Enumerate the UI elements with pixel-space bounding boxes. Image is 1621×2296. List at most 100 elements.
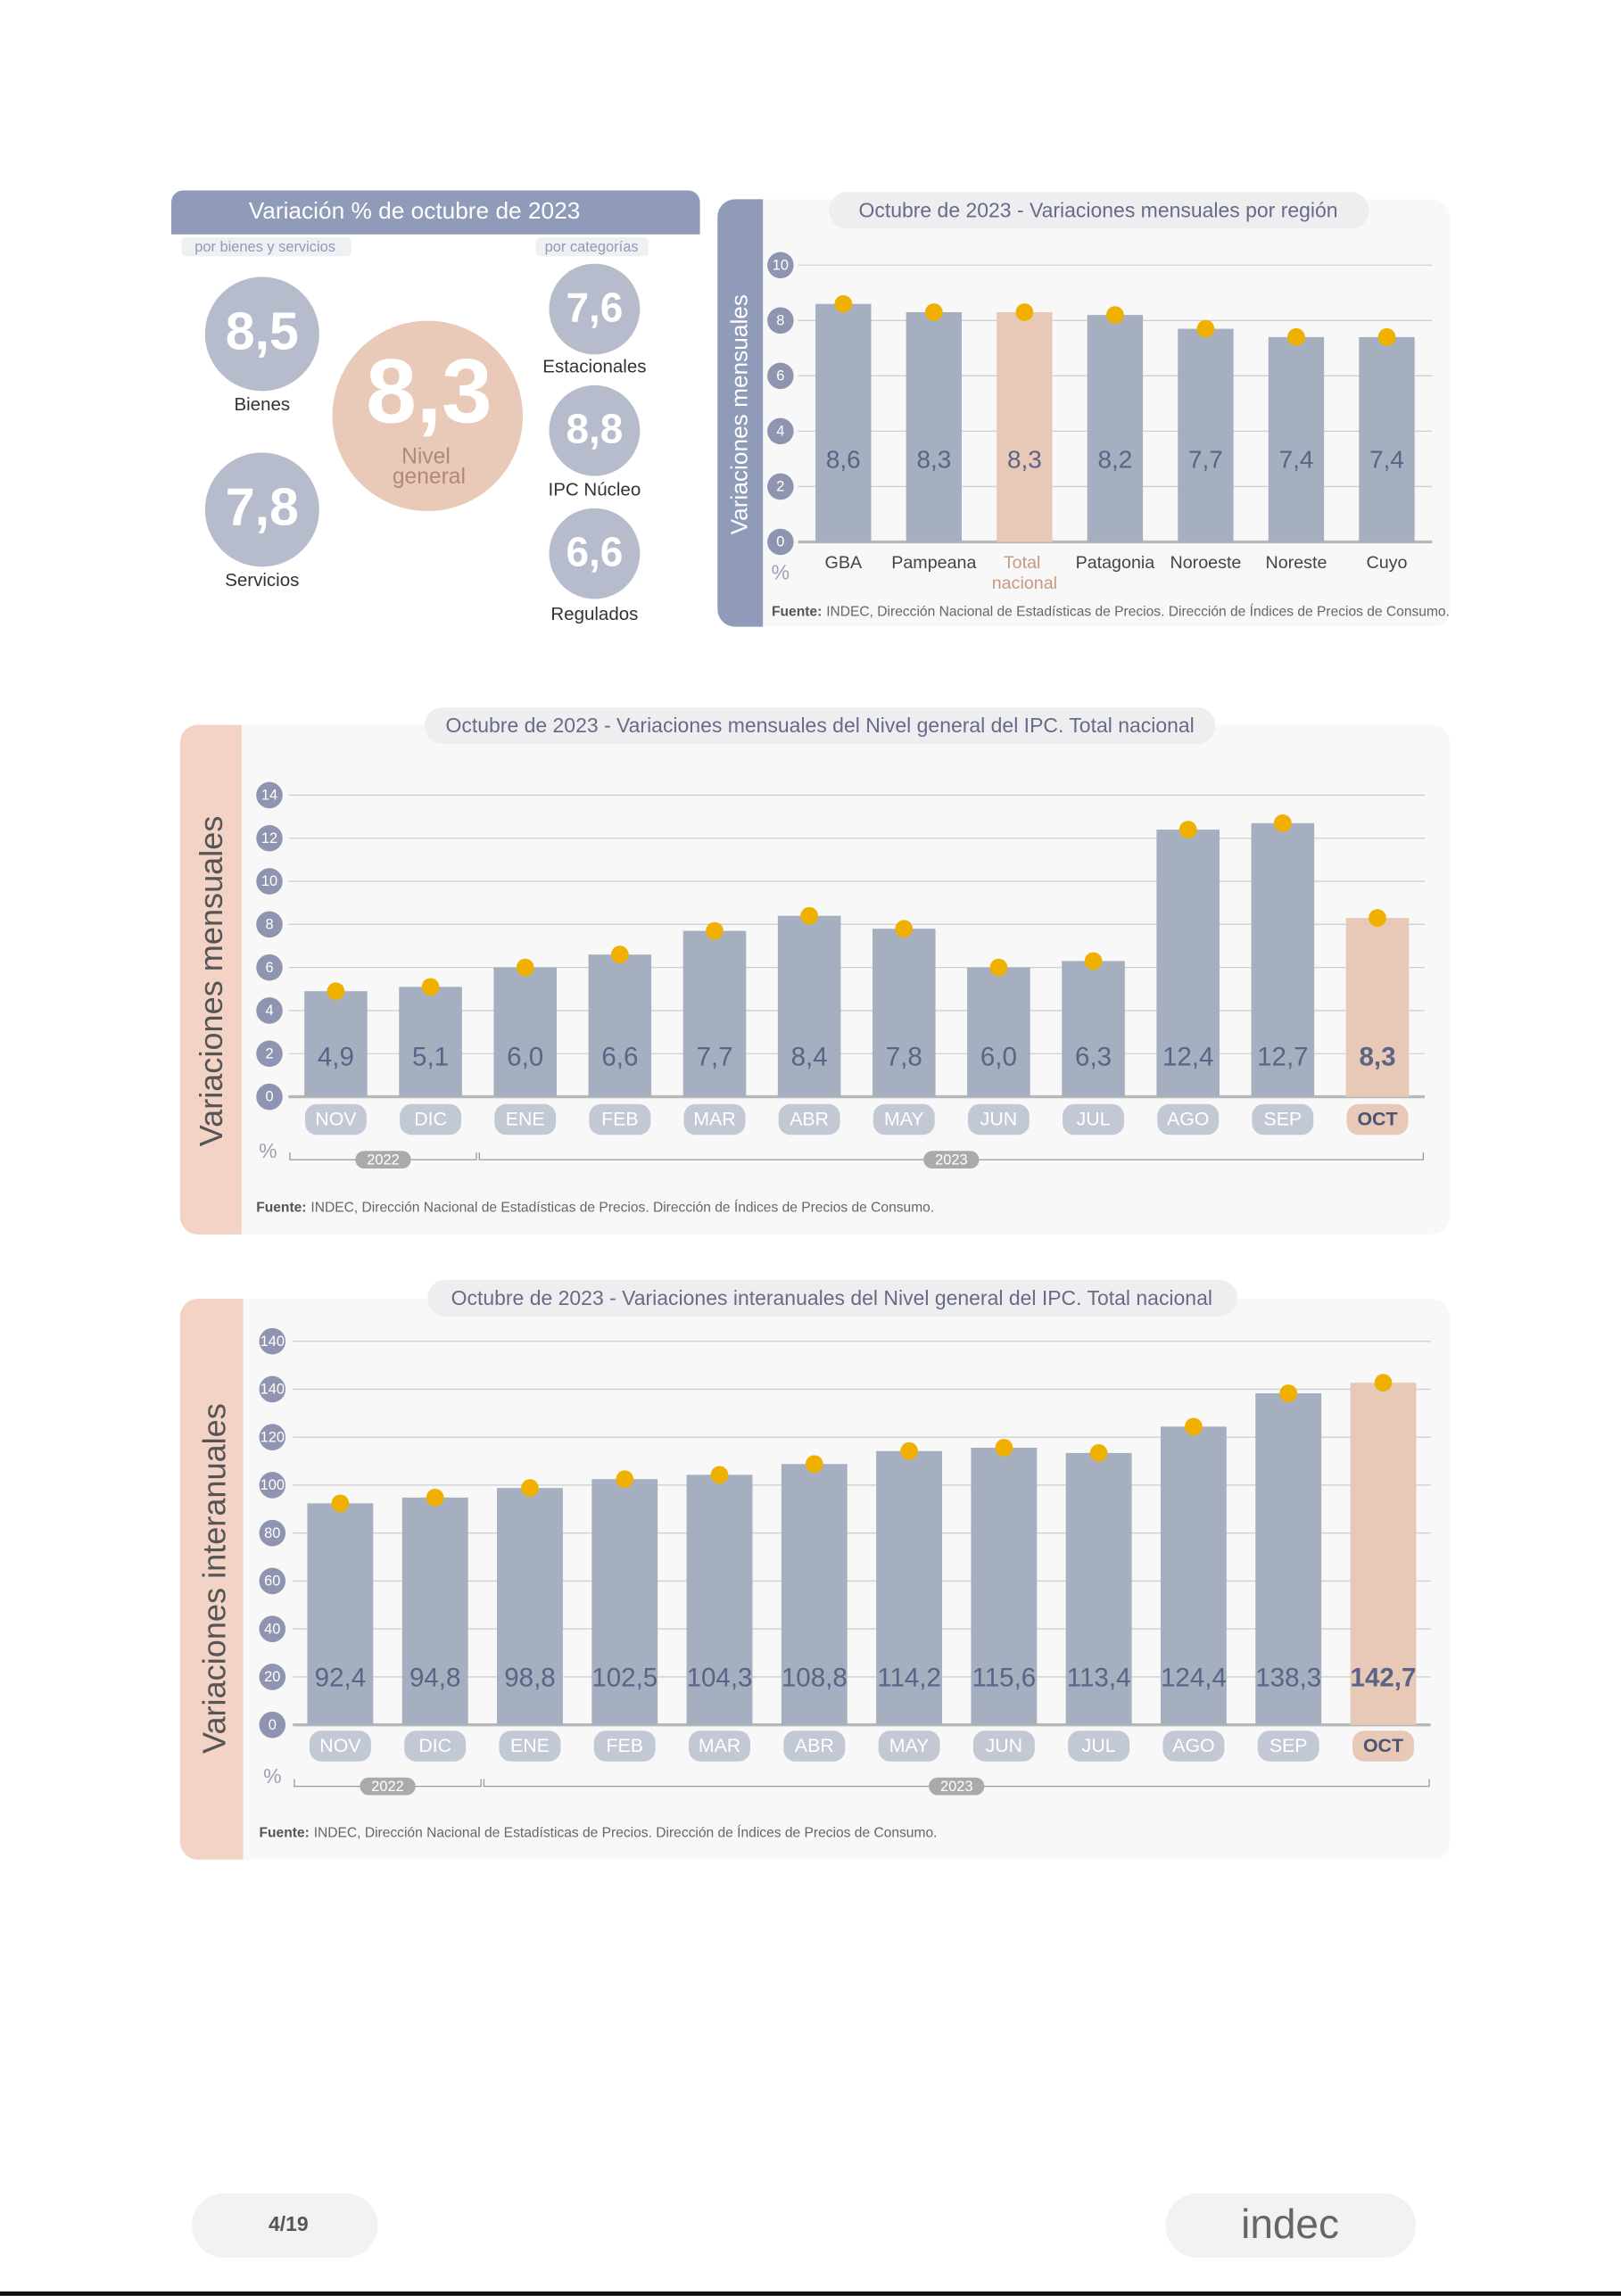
- indicator-label: Servicios: [225, 570, 299, 591]
- value-marker: [834, 294, 853, 313]
- value-label: 8,3: [1359, 1043, 1395, 1072]
- y-tick-marker: [767, 473, 794, 500]
- chart-side-band: [717, 199, 764, 627]
- chart-side-band: [179, 1299, 244, 1860]
- y-tick-marker: [767, 252, 794, 279]
- category-pill: [689, 1730, 750, 1762]
- y-tick-marker: [256, 781, 283, 809]
- indicator-value: 7,8: [226, 478, 299, 537]
- category-pill: [593, 1730, 656, 1762]
- value-label: 8,3: [1007, 446, 1042, 474]
- y-tick-marker: [259, 1424, 286, 1450]
- source-label: Fuente:: [260, 1825, 310, 1840]
- group-pill: [355, 1151, 411, 1169]
- value-marker: [800, 906, 818, 925]
- label-pill: [535, 237, 649, 257]
- value-label: 7,8: [886, 1043, 922, 1072]
- y-tick-marker: [259, 1711, 286, 1739]
- indicator-circle: [549, 508, 641, 599]
- x-tick-label: Pampeana: [891, 553, 976, 573]
- y-tick-marker: [256, 868, 283, 895]
- chart-title: Octubre de 2023 - Variaciones interanual…: [451, 1286, 1212, 1309]
- value-marker: [924, 303, 943, 321]
- indicator-value: 8,5: [226, 302, 299, 361]
- y-tick-marker: [259, 1664, 286, 1690]
- bar: [997, 311, 1053, 542]
- group-pill: [923, 1151, 980, 1169]
- y-tick-label: 140: [261, 1334, 285, 1350]
- value-marker: [616, 1470, 634, 1489]
- value-label: 108,8: [782, 1664, 848, 1693]
- bar: [1255, 1392, 1322, 1725]
- value-marker: [706, 921, 724, 940]
- x-tick-label: JUL: [1082, 1735, 1116, 1756]
- y-tick-label: 14: [261, 788, 277, 804]
- value-marker: [895, 920, 914, 938]
- x-tick-label: JUL: [1077, 1108, 1111, 1129]
- y-tick-label: 10: [261, 873, 277, 889]
- y-axis-label: Variaciones interanuales: [195, 1403, 232, 1754]
- x-tick-label: OCT: [1357, 1108, 1397, 1129]
- category-pill: [1352, 1730, 1414, 1762]
- value-label: 7,7: [1188, 446, 1223, 474]
- category-pill: [967, 1103, 1030, 1136]
- y-tick-marker: [767, 307, 794, 334]
- category-pill: [309, 1730, 371, 1762]
- chart-title: Octubre de 2023 - Variaciones mensuales …: [858, 198, 1337, 221]
- x-tick-label: MAY: [884, 1108, 924, 1129]
- y-tick-label: 10: [773, 257, 789, 273]
- value-marker: [1106, 306, 1124, 324]
- source-text: INDEC, Dirección Nacional de Estadística…: [314, 1823, 938, 1840]
- x-tick-label: Cuyo: [1367, 553, 1408, 573]
- value-label: 102,5: [591, 1664, 657, 1693]
- value-marker: [1196, 319, 1215, 338]
- bar: [971, 1447, 1038, 1725]
- indicator-circle: [549, 263, 641, 355]
- group-pill: [929, 1777, 985, 1796]
- category-pill: [778, 1103, 840, 1136]
- summary-header: [171, 190, 700, 235]
- category-pill: [400, 1103, 462, 1136]
- y-tick-marker: [259, 1615, 286, 1642]
- y-tick-label: 120: [261, 1429, 285, 1445]
- category-pill: [304, 1103, 367, 1136]
- x-tick-label: ENE: [510, 1735, 550, 1756]
- value-label: 8,4: [791, 1043, 828, 1072]
- category-pill: [1252, 1103, 1314, 1136]
- bar: [307, 1503, 374, 1725]
- bar: [1065, 1452, 1132, 1725]
- bar: [497, 1488, 563, 1725]
- bar: [1062, 961, 1125, 1097]
- chart-panel: [717, 199, 1450, 627]
- bar: [781, 1464, 848, 1725]
- x-tick-label: AGO: [1172, 1735, 1214, 1756]
- group-label: por categorías: [545, 239, 639, 255]
- value-label: 138,3: [1255, 1664, 1321, 1693]
- value-label: 6,0: [507, 1043, 543, 1072]
- value-marker: [900, 1441, 918, 1460]
- value-label: 8,2: [1098, 446, 1133, 474]
- category-pill: [404, 1730, 467, 1762]
- y-tick-marker: [259, 1519, 286, 1547]
- x-tick-label: DIC: [414, 1108, 447, 1129]
- y-tick-label: 4: [776, 424, 784, 440]
- bar: [686, 1474, 753, 1725]
- indicator-value: 8,8: [566, 406, 623, 452]
- value-label: 98,8: [504, 1664, 555, 1693]
- x-tick-label: MAY: [889, 1735, 930, 1756]
- value-marker: [710, 1466, 729, 1484]
- bar: [591, 1479, 658, 1725]
- y-tick-marker: [256, 997, 283, 1024]
- y-tick-marker: [259, 1327, 286, 1355]
- y-tick-marker: [259, 1567, 286, 1595]
- y-tick-label: 60: [264, 1573, 280, 1590]
- bar: [1160, 1426, 1227, 1725]
- page-number: 4/19: [269, 2212, 309, 2235]
- group-label: 2022: [371, 1779, 403, 1795]
- value-marker: [989, 958, 1008, 977]
- y-tick-label: 2: [265, 1045, 273, 1061]
- value-label: 115,6: [972, 1664, 1037, 1693]
- x-tick-label: Total nacional: [992, 553, 1057, 593]
- value-marker: [1287, 328, 1305, 346]
- category-pill: [873, 1103, 935, 1136]
